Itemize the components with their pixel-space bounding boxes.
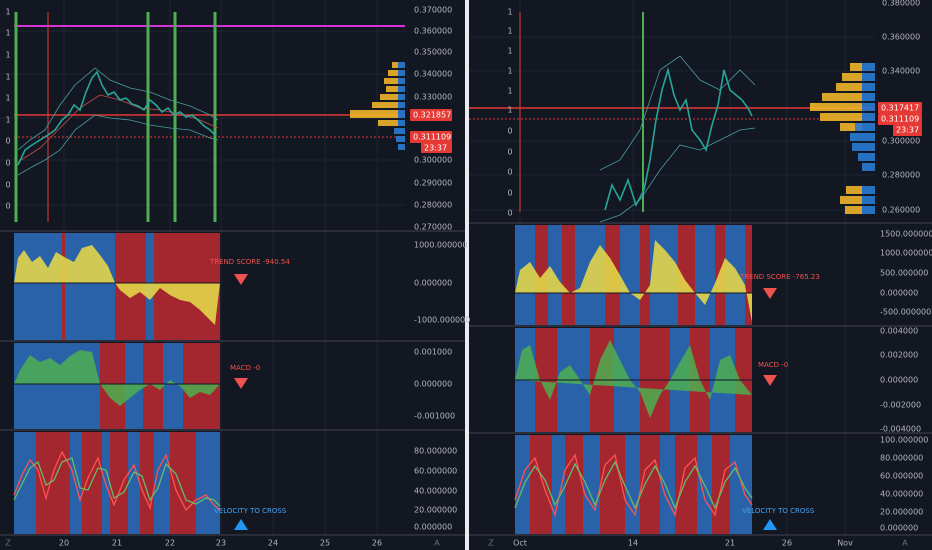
side-label: 0	[507, 127, 512, 136]
price-tag: 23:37	[896, 126, 919, 135]
indicator-axis-label: 20.000000	[880, 508, 923, 517]
price-axis-label: 0.350000	[414, 48, 452, 57]
time-axis-label: Oct	[513, 539, 527, 548]
side-label: 0	[5, 181, 10, 190]
side-label: 0	[507, 148, 512, 157]
price-tag: 23:37	[424, 144, 447, 153]
indicator-axis-label: 80.000000	[414, 447, 457, 456]
indicator-label: MACD -0	[230, 364, 260, 372]
price-axis-label: 0.300000	[414, 156, 452, 165]
side-label: 1	[507, 27, 512, 36]
time-axis-label: 23	[216, 539, 226, 548]
side-label: 1	[507, 47, 512, 56]
indicator-axis-label: 500.000000	[880, 269, 928, 278]
corner-icon: A	[434, 539, 440, 548]
price-axis-label: 0.270000	[414, 223, 452, 232]
indicator-axis-label: 60.000000	[880, 472, 923, 481]
left-indicators	[0, 230, 465, 536]
indicator-axis-label: 1500.000000	[880, 230, 932, 239]
corner-icon: A	[902, 539, 908, 548]
indicator-label: TREND SCORE -765.23	[739, 273, 820, 281]
side-label: 1	[507, 8, 512, 17]
indicator-axis-label: 1000.000000	[880, 249, 932, 258]
price-axis-label: 0.330000	[414, 93, 452, 102]
indicator-axis-label: -0.001000	[414, 412, 455, 421]
side-label: 0	[507, 168, 512, 177]
side-label: 1	[5, 51, 10, 60]
corner-icon: Z	[5, 539, 11, 548]
side-label: 1	[507, 67, 512, 76]
price-axis-label: 0.380000	[882, 0, 920, 8]
indicator-axis-label: 100.000000	[880, 436, 928, 445]
price-axis-label: 0.360000	[414, 27, 452, 36]
indicator-axis-label: 20.000000	[414, 506, 457, 515]
indicator-label: VELOCITY TO CROSS	[214, 507, 287, 515]
price-axis-label: 0.280000	[414, 201, 452, 210]
time-axis-label: 20	[59, 539, 69, 548]
price-tag: 0.317417	[881, 104, 919, 113]
corner-icon: Z	[488, 539, 494, 548]
side-label: 1	[5, 94, 10, 103]
price-axis-label: 0.370000	[414, 6, 452, 15]
indicator-axis-label: -1000.000000	[414, 316, 470, 325]
time-axis-label: 21	[725, 539, 735, 548]
time-axis-label: 25	[320, 539, 330, 548]
time-axis-label: Nov	[837, 539, 853, 548]
side-label: 0	[5, 159, 10, 168]
indicator-axis-label: 0.000000	[880, 289, 918, 298]
price-axis-label: 0.290000	[414, 179, 452, 188]
labels: 1 1 1 1 1 1 0 0 0 0 0.370000 0.360000 0.350000 0.3400…	[5, 0, 932, 548]
side-label: 1	[5, 8, 10, 17]
indicator-axis-label: 80.000000	[880, 454, 923, 463]
indicator-axis-label: 0.004000	[880, 327, 918, 336]
time-axis-label: 22	[165, 539, 175, 548]
indicator-axis-label: 0.000000	[414, 279, 452, 288]
side-label: 1	[5, 29, 10, 38]
price-axis-label: 0.360000	[882, 33, 920, 42]
indicator-axis-label: -500.000000	[880, 308, 931, 317]
price-axis-label: 0.340000	[414, 70, 452, 79]
indicator-axis-label: 0.000000	[414, 523, 452, 532]
indicator-axis-label: 0.002000	[880, 351, 918, 360]
right-main-chart	[469, 0, 932, 535]
side-label: 0	[507, 209, 512, 218]
price-axis-label: 0.300000	[882, 137, 920, 146]
indicator-axis-label: 1000.000000	[414, 241, 467, 250]
side-label: 1	[5, 73, 10, 82]
price-tag: 0.311109	[881, 115, 919, 124]
side-label: 1	[507, 87, 512, 96]
side-label: 1	[507, 106, 512, 115]
pane-divider	[465, 0, 469, 550]
indicator-axis-label: -0.002000	[880, 401, 921, 410]
indicator-axis-label: 0.000000	[414, 380, 452, 389]
side-label: 0	[5, 137, 10, 146]
indicator-label: TREND SCORE -940.54	[209, 258, 290, 266]
indicator-axis-label: 0.001000	[414, 348, 452, 357]
indicator-axis-label: 60.000000	[414, 467, 457, 476]
right-indicators	[469, 222, 932, 536]
time-axis-label: 26	[372, 539, 382, 548]
indicator-axis-label: -0.004000	[880, 425, 921, 434]
time-axis-label: 21	[112, 539, 122, 548]
price-tag: 0.311109	[413, 133, 451, 142]
indicator-axis-label: 0.000000	[880, 524, 918, 533]
indicator-axis-label: 40.000000	[414, 487, 457, 496]
price-axis-label: 0.260000	[882, 206, 920, 215]
side-label: 0	[507, 189, 512, 198]
time-axis-label: 26	[782, 539, 792, 548]
time-axis-label: 24	[268, 539, 278, 548]
price-axis-label: 0.340000	[882, 67, 920, 76]
indicator-label: MACD -0	[758, 361, 788, 369]
side-label: 0	[5, 202, 10, 211]
price-axis-label: 0.280000	[882, 171, 920, 180]
side-label: 1	[5, 116, 10, 125]
price-tag: 0.321857	[413, 111, 451, 120]
indicator-axis-label: 0.000000	[880, 376, 918, 385]
indicator-axis-label: 40.000000	[880, 490, 923, 499]
indicator-label: VELOCITY TO CROSS	[742, 507, 815, 515]
time-axis-label: 14	[628, 539, 638, 548]
